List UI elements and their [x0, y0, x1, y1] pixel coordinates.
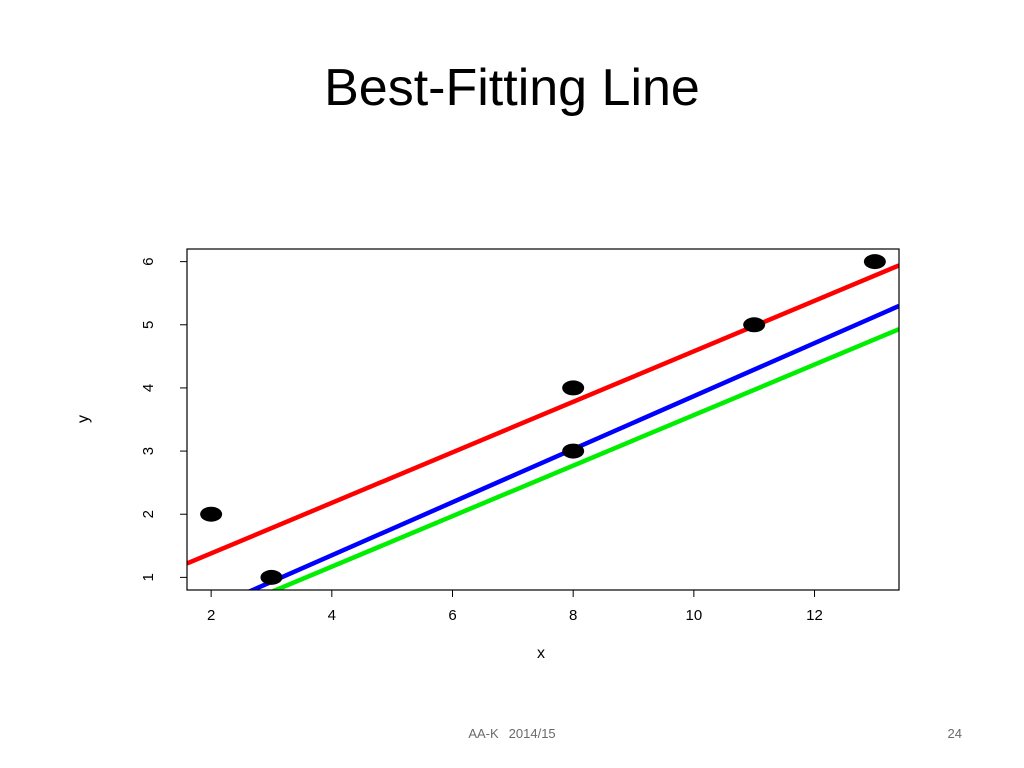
x-axis: 2 4 6 8 10 12: [207, 590, 823, 624]
y-tick-label: 5: [140, 321, 157, 329]
x-tick-label: 8: [569, 607, 577, 624]
x-tick-label: 2: [207, 607, 215, 624]
slide-footer: AA-K 2014/15: [0, 726, 1024, 741]
x-tick-label: 10: [686, 607, 703, 624]
x-tick-label: 6: [448, 607, 456, 624]
plot-frame: [186, 248, 900, 591]
slide-title: Best-Fitting Line: [324, 59, 700, 117]
y-axis: 1 2 3 4 5 6: [140, 257, 187, 582]
y-tick-label: 3: [140, 447, 157, 455]
x-tick-label: 4: [328, 607, 336, 624]
x-axis-label: x: [537, 645, 545, 662]
y-tick-label: 6: [140, 257, 157, 265]
x-tick-label: 12: [806, 607, 823, 624]
y-tick-label: 4: [140, 384, 157, 392]
data-point: [200, 506, 223, 522]
y-axis-label: y: [75, 415, 92, 423]
data-point: [743, 317, 766, 333]
data-point: [562, 380, 585, 396]
data-point: [562, 443, 585, 459]
page-number: 24: [947, 726, 962, 741]
data-point: [260, 569, 283, 585]
fit-line-2: [247, 303, 899, 590]
data-point: [863, 254, 886, 270]
footer-year: 2014/15: [508, 726, 556, 741]
fit-line-1: [187, 263, 899, 566]
fit-lines: [187, 263, 899, 590]
footer-author: AA-K: [468, 726, 499, 741]
y-tick-label: 2: [140, 510, 157, 518]
y-tick-label: 1: [140, 573, 157, 581]
data-points: [200, 254, 886, 585]
fit-line-3: [270, 327, 899, 590]
